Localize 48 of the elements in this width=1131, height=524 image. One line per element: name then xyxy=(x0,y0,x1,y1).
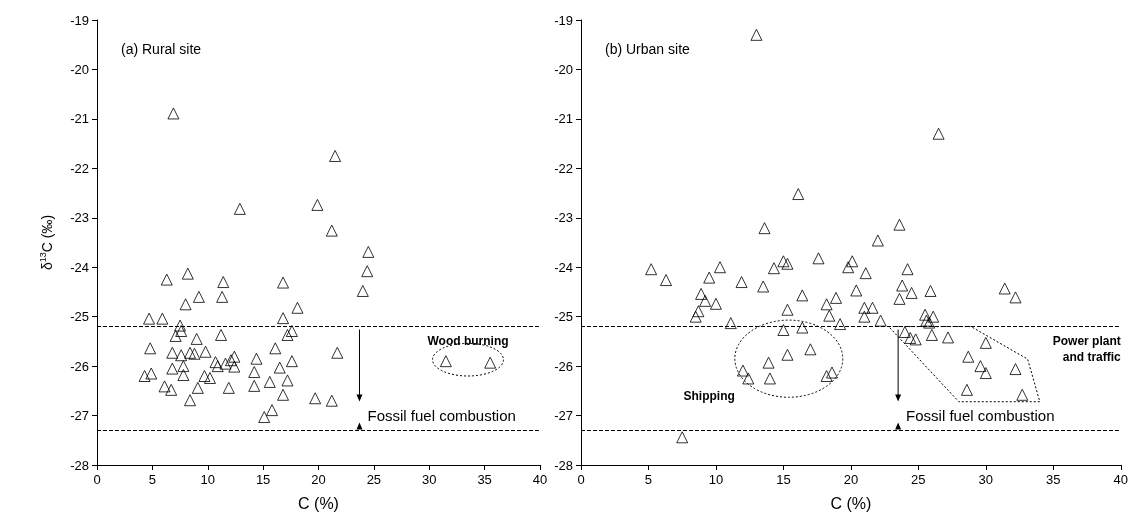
y-tick-label: -19 xyxy=(70,12,89,28)
annotation: (a) Rural site xyxy=(121,41,202,57)
y-axis-title: δ13C (‰) xyxy=(37,214,55,271)
annotation: Wood burning xyxy=(427,334,509,349)
x-tick-label: 25 xyxy=(366,472,382,487)
x-tick-label: 35 xyxy=(477,472,492,487)
annotation: Fossil fuel combustion xyxy=(367,407,516,425)
x-tick-label: 20 xyxy=(843,472,859,487)
x-tick-label: 15 xyxy=(255,472,271,487)
y-tick-label: -24 xyxy=(554,259,573,275)
y-tick-label: -22 xyxy=(554,160,573,176)
x-tick-label: 5 xyxy=(148,472,156,487)
x-tick-label: 20 xyxy=(311,472,326,487)
y-tick-label: -28 xyxy=(70,457,89,473)
x-tick-label: 10 xyxy=(708,472,724,487)
y-tick-label: -25 xyxy=(70,309,89,325)
y-tick-label: -21 xyxy=(70,111,89,127)
x-tick-label: 35 xyxy=(1046,472,1061,487)
y-tick-label: -28 xyxy=(554,457,573,473)
x-tick-label: 30 xyxy=(978,472,994,487)
x-axis-title: C (%) xyxy=(830,494,872,512)
y-tick-label: -22 xyxy=(70,160,89,176)
annotation: (b) Urban site xyxy=(605,41,691,57)
y-tick-label: -20 xyxy=(70,61,89,77)
x-tick-label: 15 xyxy=(776,472,791,487)
y-tick-label: -26 xyxy=(70,358,89,374)
x-tick-label: 40 xyxy=(532,472,548,487)
x-tick-label: 25 xyxy=(911,472,926,487)
y-tick-label: -20 xyxy=(554,61,573,77)
y-tick-label: -24 xyxy=(70,259,89,275)
y-tick-label: -25 xyxy=(554,309,573,325)
x-tick-label: 5 xyxy=(644,472,653,487)
y-tick-label: -21 xyxy=(554,111,573,127)
annotation: Fossil fuel combustion xyxy=(906,407,1055,425)
x-axis-title: C (%) xyxy=(298,494,339,512)
y-tick-label: -26 xyxy=(554,358,573,374)
y-tick-label: -23 xyxy=(70,210,89,226)
x-tick-label: 0 xyxy=(93,472,101,487)
x-tick-label: 0 xyxy=(577,472,585,487)
annotation: Power plant and traffic xyxy=(1052,333,1122,364)
x-tick-label: 30 xyxy=(422,472,437,487)
annotation: Shipping xyxy=(683,388,735,403)
y-tick-label: -23 xyxy=(554,210,573,226)
y-tick-label: -19 xyxy=(554,12,573,28)
x-tick-label: 40 xyxy=(1113,472,1128,487)
x-tick-label: 10 xyxy=(200,472,215,487)
y-tick-label: -27 xyxy=(554,408,573,424)
y-tick-label: -27 xyxy=(70,408,89,424)
